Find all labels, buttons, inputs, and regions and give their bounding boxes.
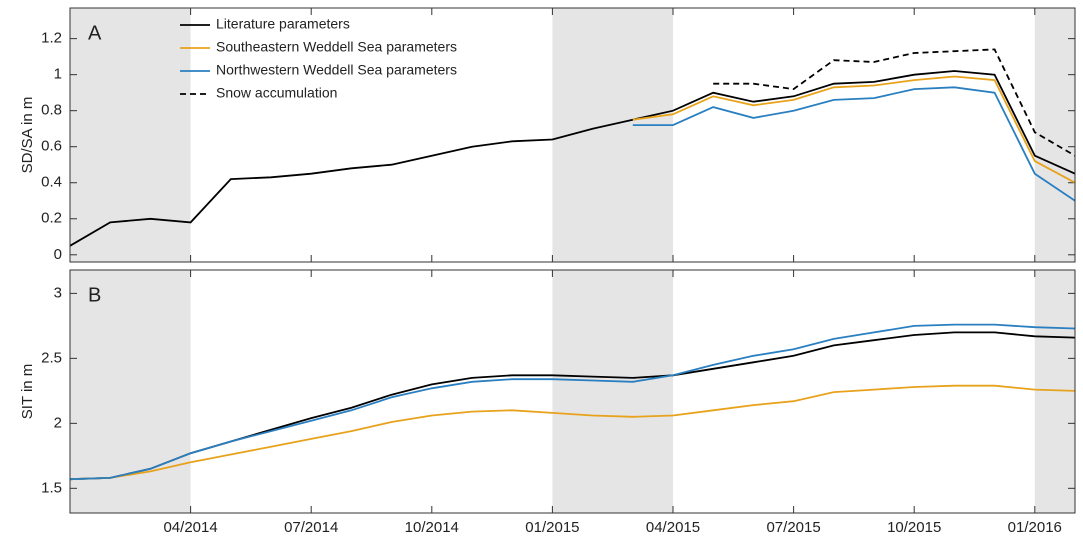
data-line — [632, 86, 1076, 202]
legend-label: Southeastern Weddell Sea parameters — [216, 39, 457, 55]
y-tick-label: 1 — [54, 66, 62, 83]
x-tick-label: 10/2014 — [405, 519, 459, 536]
y-tick-label: 0.6 — [41, 138, 62, 155]
y-tick-label: 3 — [54, 284, 62, 301]
y-axis-label: SIT in m — [19, 364, 36, 420]
shaded-period — [70, 270, 191, 513]
data-line — [632, 75, 1076, 184]
y-tick-label: 1.5 — [41, 479, 62, 496]
x-tick-label: 01/2016 — [1008, 519, 1062, 536]
x-tick-label: 01/2015 — [525, 519, 579, 536]
y-tick-label: 0.8 — [41, 102, 62, 119]
legend-label: Northwestern Weddell Sea parameters — [216, 62, 457, 78]
shaded-period — [1034, 8, 1075, 262]
data-line — [69, 384, 1076, 481]
x-tick-label: 10/2015 — [887, 519, 941, 536]
legend-label: Snow accumulation — [216, 85, 337, 101]
x-tick-label: 07/2015 — [766, 519, 820, 536]
data-line — [713, 48, 1076, 157]
y-tick-label: 1.2 — [41, 30, 62, 47]
y-tick-label: 0.4 — [41, 174, 62, 191]
legend-label: Literature parameters — [216, 16, 350, 32]
shaded-period — [552, 270, 673, 513]
data-line — [69, 70, 1076, 247]
panel-label: A — [88, 22, 102, 44]
x-tick-label: 07/2014 — [284, 519, 338, 536]
x-tick-label: 04/2015 — [646, 519, 700, 536]
plot-frame — [69, 269, 1076, 514]
x-tick-label: 04/2014 — [163, 519, 217, 536]
plot-frame — [69, 7, 1076, 263]
shaded-period — [70, 8, 191, 262]
y-axis-label: SD/SA in m — [19, 97, 36, 174]
y-tick-label: 0 — [54, 246, 62, 263]
y-tick-label: 2 — [54, 414, 62, 431]
y-tick-label: 0.2 — [41, 210, 62, 227]
y-tick-label: 2.5 — [41, 349, 62, 366]
panel-label: B — [88, 284, 101, 306]
data-line — [69, 323, 1076, 481]
